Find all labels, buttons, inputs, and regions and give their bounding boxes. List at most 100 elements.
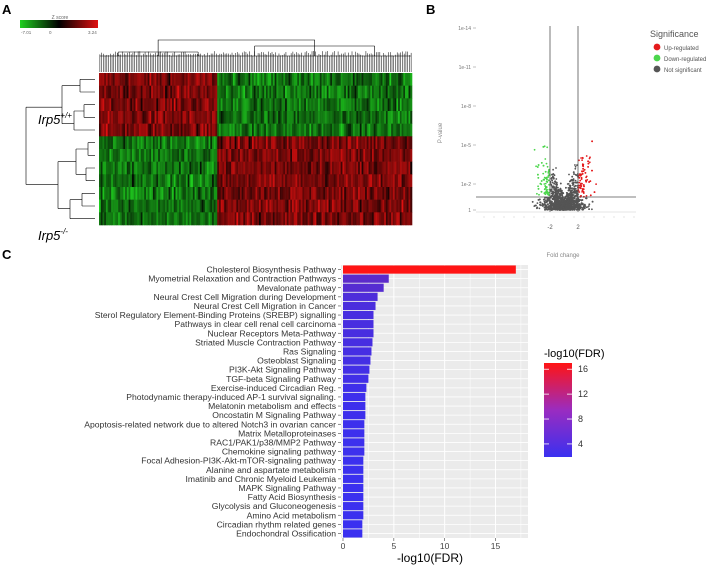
heatmap-cell (258, 187, 262, 200)
heatmap-cell (311, 149, 314, 162)
heatmap-cell (147, 174, 150, 188)
heatmap-cell (189, 111, 192, 124)
heatmap-cell (184, 199, 187, 213)
heatmap-cell (264, 161, 267, 175)
heatmap-cell (359, 73, 362, 86)
heatmap-cell (394, 123, 397, 137)
heatmap-cell (140, 111, 143, 124)
heatmap-cell (356, 149, 359, 162)
heatmap-cell (373, 212, 376, 226)
bar (343, 465, 364, 474)
heatmap-cell (126, 85, 129, 99)
volcano-point (536, 207, 538, 209)
heatmap-cell (100, 174, 103, 188)
heatmap-cell (293, 73, 296, 86)
heatmap-cell (165, 73, 168, 86)
heatmap-cell (159, 111, 162, 124)
heatmap-cell (328, 136, 331, 150)
heatmap-cell (199, 187, 202, 200)
volcano-point (543, 198, 546, 201)
heatmap-cell (298, 85, 302, 99)
volcano-point (539, 201, 542, 204)
heatmap-cell (344, 123, 347, 137)
heatmap-cell (123, 149, 126, 162)
heatmap-cell (290, 174, 293, 188)
heatmap-cell (297, 111, 300, 124)
heatmap-cell (173, 212, 176, 226)
heatmap-cell (262, 187, 265, 200)
volcano-point (583, 168, 586, 171)
heatmap-cell (342, 123, 345, 137)
volcano-point (570, 197, 573, 200)
heatmap-cell (99, 187, 102, 200)
heatmap-cell (286, 85, 289, 99)
heatmap-cell (385, 161, 388, 175)
heatmap-cell (396, 111, 399, 124)
heatmap-cell (276, 149, 279, 162)
volcano-point (574, 205, 577, 208)
heatmap-cell (365, 73, 368, 86)
legend-down-regulated-label: Down-regulated (664, 57, 706, 63)
heatmap-cell (119, 174, 122, 188)
heatmap-cell (192, 149, 195, 162)
heatmap-cell (104, 85, 107, 99)
heatmap-cell (109, 85, 112, 99)
heatmap-cell (217, 111, 220, 124)
heatmap-cell (370, 149, 373, 162)
heatmap-cell (271, 85, 274, 99)
heatmap-cell (126, 199, 129, 213)
heatmap-cell (325, 85, 328, 99)
heatmap-cell (173, 149, 176, 162)
heatmap-cell (403, 187, 406, 200)
heatmap-cell (352, 136, 355, 150)
heatmap-cell (116, 187, 119, 200)
heatmap-cell (112, 149, 115, 162)
heatmap-cell (380, 123, 383, 137)
volcano-point (589, 194, 592, 197)
volcano-point (533, 148, 536, 151)
heatmap-cell (99, 161, 102, 175)
heatmap-cell (300, 187, 303, 200)
heatmap-cell (345, 73, 348, 86)
volcano-point (583, 185, 585, 188)
heatmap-cell (260, 111, 263, 124)
heatmap-cell (290, 212, 293, 226)
volcano-point (543, 183, 546, 185)
heatmap-cell (239, 161, 242, 175)
heatmap-cell (236, 199, 239, 213)
heatmap-cell (408, 136, 411, 150)
heatmap-cell (114, 212, 117, 226)
heatmap-cell (191, 85, 194, 99)
heatmap-cell (102, 98, 105, 112)
volcano-point (573, 181, 575, 184)
heatmap-cell (236, 123, 239, 137)
colorbar-gradient (20, 20, 98, 28)
heatmap-cell (363, 174, 366, 188)
heatmap-cell (203, 149, 206, 162)
heatmap-cell (378, 212, 381, 226)
heatmap-cell (406, 98, 409, 112)
heatmap-cell (126, 149, 129, 162)
volcano-legend: Significance Up-regulated Down-regulated… (650, 29, 706, 74)
heatmap-cell (257, 199, 260, 213)
heatmap-cell (208, 212, 211, 226)
heatmap-cell (262, 111, 265, 124)
bar (343, 492, 364, 502)
volcano-point (581, 199, 584, 201)
heatmap-cell (264, 174, 267, 188)
bar (343, 301, 376, 311)
heatmap-cell (173, 123, 176, 137)
heatmap-cell (246, 85, 249, 99)
heatmap-cell (238, 161, 241, 175)
bar-x-tick-label: 15 (491, 541, 501, 551)
heatmap-cell (253, 111, 256, 124)
heatmap-cell (137, 161, 140, 175)
volcano-point (560, 208, 563, 211)
row-dendrogram-link (85, 167, 95, 181)
volcano-point (556, 195, 559, 197)
heatmap-cell (116, 161, 119, 175)
heatmap-cell (142, 73, 145, 86)
heatmap-cell (210, 85, 213, 99)
heatmap-cell (279, 136, 282, 150)
heatmap-cell (154, 98, 157, 112)
